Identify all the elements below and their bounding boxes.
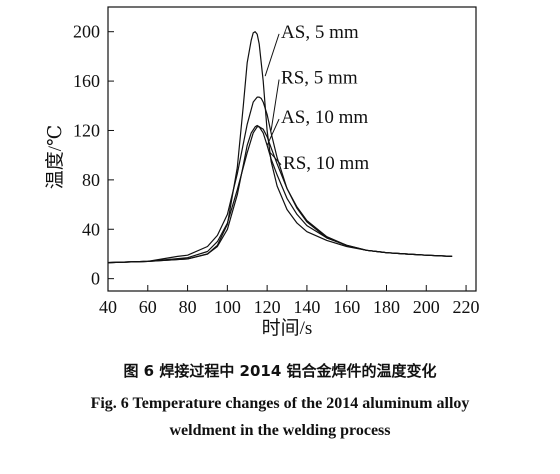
temperature-chart: 40 60 80 100 120 140 160 180 200 220 0 40 80 120 160 2…: [44, 6, 480, 339]
figure-caption-english-line2: weldment in the welding process: [169, 422, 391, 439]
x-tick-label: 220: [453, 297, 480, 317]
y-tick-label: 160: [73, 71, 100, 91]
x-tick-label: 60: [139, 297, 157, 317]
plot-frame: [107, 6, 477, 292]
series-label-leader: [264, 33, 280, 77]
x-tick-label: 200: [413, 297, 440, 317]
x-tick-label: 40: [99, 297, 117, 317]
series-line-1: [107, 31, 453, 264]
x-tick-label: 100: [214, 297, 241, 317]
x-axis-title: 时间/s: [262, 317, 313, 339]
series-label-leader: [270, 79, 280, 131]
series-label-2: RS, 5 mm: [281, 68, 358, 89]
series-labels: AS, 5 mm RS, 5 mm AS, 10 mm RS, 10 mm: [264, 22, 369, 174]
x-tick-label: 80: [179, 297, 197, 317]
series-label-3: AS, 10 mm: [281, 107, 368, 128]
series-line-2: [107, 96, 453, 264]
figure-caption-chinese: 图 6 焊接过程中 2014 铝合金焊件的温度变化: [123, 362, 437, 380]
x-tick-label: 180: [373, 297, 400, 317]
x-tick-label: 160: [333, 297, 360, 317]
series-label-1: AS, 5 mm: [281, 22, 359, 43]
y-tick-label: 0: [91, 269, 100, 289]
series-label-4: RS, 10 mm: [283, 153, 369, 174]
y-tick-label: 200: [73, 22, 100, 42]
y-axis: 0 40 80 120 160 200: [73, 22, 114, 289]
x-tick-label: 140: [293, 297, 320, 317]
x-axis: 40 60 80 100 120 140 160 180 200 220: [99, 285, 480, 317]
series-label-leader: [266, 118, 280, 146]
series-line-4: [107, 126, 453, 264]
y-axis-title: 温度/℃: [44, 125, 66, 190]
y-tick-label: 120: [73, 120, 100, 140]
figure-caption-english-line1: Fig. 6 Temperature changes of the 2014 a…: [90, 395, 470, 412]
x-tick-label: 120: [254, 297, 281, 317]
y-tick-label: 80: [82, 170, 100, 190]
y-tick-label: 40: [82, 219, 100, 239]
series-label-leader: [268, 151, 282, 166]
series-lines: [107, 31, 453, 264]
